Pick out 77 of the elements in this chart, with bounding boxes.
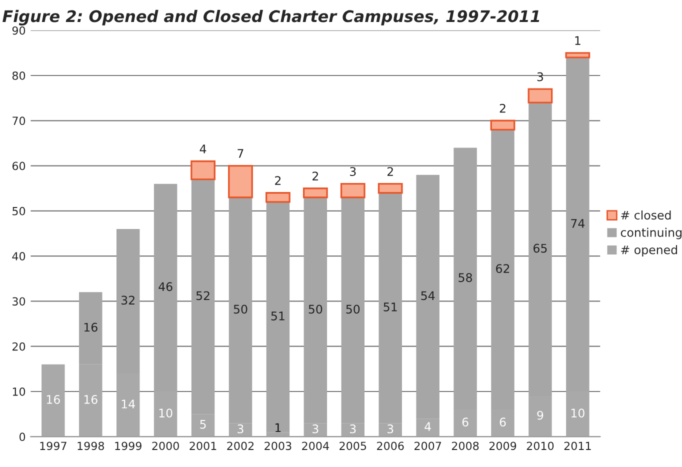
bar xyxy=(490,120,516,131)
chart-title: Figure 2: Opened and Closed Charter Campuses, 1997-2011 xyxy=(2,10,540,26)
legend-label: continuing xyxy=(620,228,682,240)
data-label: 2 xyxy=(275,176,281,185)
y-tick-label: 40 xyxy=(12,252,26,260)
data-label: 2 xyxy=(312,172,318,180)
data-label: 3 xyxy=(238,424,244,434)
data-label: 7 xyxy=(238,149,244,158)
data-label: 51 xyxy=(384,302,397,312)
bar xyxy=(565,52,590,58)
y-tick-label: 90 xyxy=(12,26,26,35)
y-tick-label: 70 xyxy=(12,116,26,126)
data-label: 5 xyxy=(200,420,206,429)
data-label: 16 xyxy=(84,395,98,404)
data-label: 2 xyxy=(387,167,393,176)
y-tick-label: 30 xyxy=(12,297,26,306)
bar xyxy=(378,183,403,194)
data-label: 16 xyxy=(46,395,60,404)
data-label: 3 xyxy=(312,424,318,434)
x-tick-label: 2001 xyxy=(190,442,216,450)
legend-label: # opened xyxy=(621,245,678,257)
x-tick-label: 2005 xyxy=(340,442,366,450)
data-label: 6 xyxy=(500,418,506,427)
x-tick-label: 2010 xyxy=(526,442,554,450)
x-tick-label: 2003 xyxy=(264,442,292,450)
data-label: 16 xyxy=(84,322,98,332)
bar xyxy=(302,188,328,198)
data-label: 10 xyxy=(159,408,172,418)
bar xyxy=(42,364,65,437)
x-tick-label: 2007 xyxy=(414,442,442,450)
data-label: 50 xyxy=(346,304,360,314)
data-label: 50 xyxy=(234,304,248,314)
bar xyxy=(266,192,290,203)
data-label: 54 xyxy=(421,291,435,300)
y-tick-label: 10 xyxy=(12,387,26,396)
bar xyxy=(340,183,366,198)
data-label: 1 xyxy=(575,36,580,45)
x-tick-label: 2004 xyxy=(302,442,329,450)
data-label: 14 xyxy=(122,400,135,408)
x-tick-label: 2008 xyxy=(452,442,479,450)
data-label: 52 xyxy=(196,291,210,300)
data-label: 9 xyxy=(537,410,544,420)
y-tick-label: 80 xyxy=(12,71,26,80)
x-tick-label: 1999 xyxy=(115,442,142,450)
y-tick-label: 20 xyxy=(12,342,26,351)
data-label: 58 xyxy=(458,273,472,282)
data-label: 3 xyxy=(350,424,356,434)
data-label: 3 xyxy=(388,424,394,434)
data-label: 2 xyxy=(500,104,506,113)
x-tick-label: 2000 xyxy=(152,442,179,450)
x-tick-label: 2002 xyxy=(227,442,254,450)
y-tick-label: 50 xyxy=(12,206,26,216)
x-tick-label: 2011 xyxy=(564,442,591,450)
y-tick-label: 60 xyxy=(12,162,26,170)
x-tick-label: 2006 xyxy=(377,442,404,450)
bar xyxy=(190,160,216,180)
bar xyxy=(228,164,253,198)
y-tick-label: 0 xyxy=(19,432,26,442)
bar xyxy=(266,202,290,432)
data-label: 65 xyxy=(534,244,547,253)
data-label: 46 xyxy=(158,282,172,292)
data-label: 4 xyxy=(200,144,206,154)
data-label: 4 xyxy=(424,422,431,431)
data-label: 51 xyxy=(271,312,284,320)
data-label: 50 xyxy=(308,304,322,314)
data-label: 6 xyxy=(462,418,468,427)
data-label: 10 xyxy=(571,408,584,418)
bar xyxy=(528,88,553,104)
legend-label: # closed xyxy=(621,210,671,220)
data-label: 3 xyxy=(350,167,356,176)
data-label: 32 xyxy=(121,296,134,305)
x-tick-label: 1997 xyxy=(40,442,66,450)
data-label: 1 xyxy=(276,423,281,432)
x-tick-label: 2009 xyxy=(489,442,516,450)
x-tick-label: 1998 xyxy=(78,442,104,450)
data-label: 74 xyxy=(571,219,585,228)
data-label: 62 xyxy=(496,264,510,274)
